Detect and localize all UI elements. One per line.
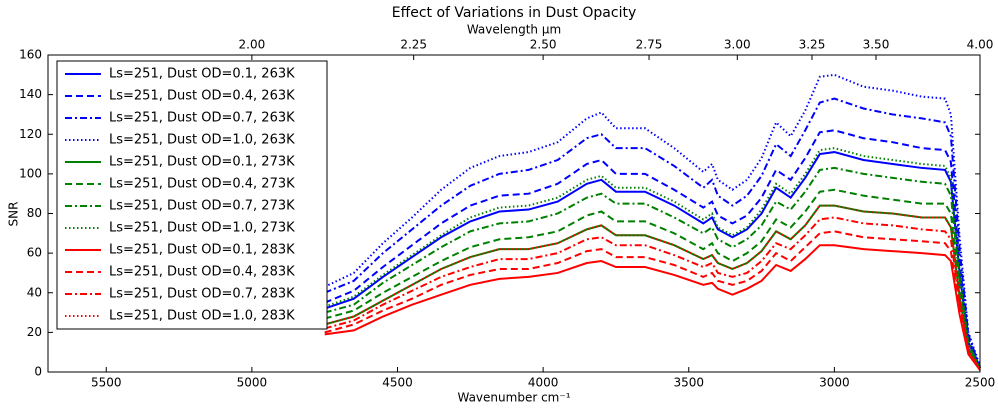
y-tick-label: 0	[34, 365, 42, 379]
legend-label: Ls=251, Dust OD=0.7, 283K	[109, 287, 295, 302]
series-line	[324, 216, 981, 371]
legend-label: Ls=251, Dust OD=1.0, 283K	[109, 309, 295, 324]
legend-label: Ls=251, Dust OD=0.1, 273K	[109, 155, 295, 170]
legend-box	[56, 60, 328, 330]
legend-label: Ls=251, Dust OD=0.7, 263K	[109, 111, 295, 126]
x-tick-label: 5000	[237, 376, 268, 390]
y-tick-label: 100	[19, 166, 42, 180]
y-tick-label: 20	[27, 325, 42, 339]
series-line	[324, 151, 981, 369]
x-tick-label: 4000	[528, 376, 559, 390]
y-tick-label: 60	[27, 246, 42, 260]
top-tick-label: 2.00	[239, 38, 266, 52]
legend-label: Ls=251, Dust OD=0.1, 263K	[109, 67, 295, 82]
x-axis-label: Wavenumber cm⁻¹	[457, 391, 570, 405]
series-line	[324, 244, 981, 371]
y-tick-label: 140	[19, 87, 42, 101]
series-line	[324, 204, 981, 369]
top-axis-label: Wavelength μm	[467, 23, 561, 37]
x-tick-label: 3500	[673, 376, 704, 390]
y-tick-label: 160	[19, 48, 42, 62]
series-line	[324, 147, 981, 369]
legend-label: Ls=251, Dust OD=0.7, 273K	[109, 199, 295, 214]
x-tick-label: 5500	[91, 376, 122, 390]
y-tick-label: 80	[27, 206, 42, 220]
x-tick-label: 2500	[965, 376, 996, 390]
y-axis-label: SNR	[7, 202, 21, 227]
top-tick-label: 3.25	[799, 38, 826, 52]
y-tick-label: 40	[27, 285, 42, 299]
legend-label: Ls=251, Dust OD=0.4, 283K	[109, 265, 295, 280]
y-tick-label: 120	[19, 127, 42, 141]
series-line	[324, 166, 981, 369]
chart-title: Effect of Variations in Dust Opacity	[392, 5, 637, 21]
series-line	[324, 97, 981, 369]
top-tick-label: 2.25	[400, 38, 427, 52]
series-line	[324, 204, 981, 369]
top-tick-label: 3.50	[863, 38, 890, 52]
series-line	[324, 73, 981, 367]
plot-frame	[47, 54, 981, 373]
series-line	[324, 230, 981, 371]
top-tick-label: 4.00	[967, 38, 994, 52]
top-tick-label: 2.75	[636, 38, 663, 52]
legend-label: Ls=251, Dust OD=0.1, 283K	[109, 243, 295, 258]
top-tick-label: 3.00	[724, 38, 751, 52]
legend-label: Ls=251, Dust OD=1.0, 263K	[109, 133, 295, 148]
series-line	[324, 188, 981, 369]
x-tick-label: 4500	[382, 376, 413, 390]
legend-label: Ls=251, Dust OD=1.0, 273K	[109, 221, 295, 236]
top-tick-label: 2.50	[530, 38, 557, 52]
x-tick-label: 3000	[819, 376, 850, 390]
legend-label: Ls=251, Dust OD=0.4, 263K	[109, 89, 295, 104]
legend-label: Ls=251, Dust OD=0.4, 273K	[109, 177, 295, 192]
